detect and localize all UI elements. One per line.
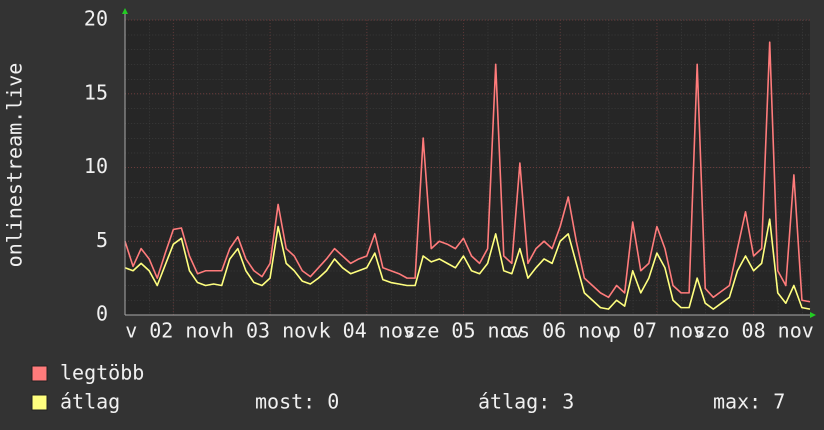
legend: legtöbb átlag most: 0 átlag: 3 max: 7 xyxy=(31,361,785,414)
y-tick-label: 15 xyxy=(84,80,108,104)
x-arrow xyxy=(810,312,816,318)
legend-label: átlag xyxy=(60,390,120,414)
y-axis-label: onlinestream.live xyxy=(3,63,27,268)
x-tick-label: cs 06 nov xyxy=(506,319,614,343)
series-line xyxy=(124,41,811,303)
x-tick-label: k 04 nov xyxy=(319,319,415,343)
x-tick-label: p 07 nov xyxy=(609,319,705,343)
y-tick-label: 20 xyxy=(84,7,108,31)
y-tick-label: 0 xyxy=(96,302,108,326)
lines-layer xyxy=(124,41,811,310)
x-tick-label: sze 05 nov xyxy=(403,319,523,343)
y-tick-label: 5 xyxy=(96,228,108,252)
legend-label: legtöbb xyxy=(60,361,144,385)
y-tick-label: 10 xyxy=(84,154,108,178)
y-arrow xyxy=(122,8,128,14)
x-tick-label: h 03 nov xyxy=(222,319,318,343)
x-tick-label: v 02 nov xyxy=(125,319,221,343)
legend-swatch xyxy=(31,394,48,411)
legend-stat: max: 7 xyxy=(713,390,785,414)
legend-stat: átlag: 3 xyxy=(478,390,574,414)
x-tick-label: szo 08 nov xyxy=(693,319,813,343)
series-line xyxy=(124,218,811,310)
legend-swatch xyxy=(31,365,48,382)
legend-stat: most: 0 xyxy=(255,390,339,414)
